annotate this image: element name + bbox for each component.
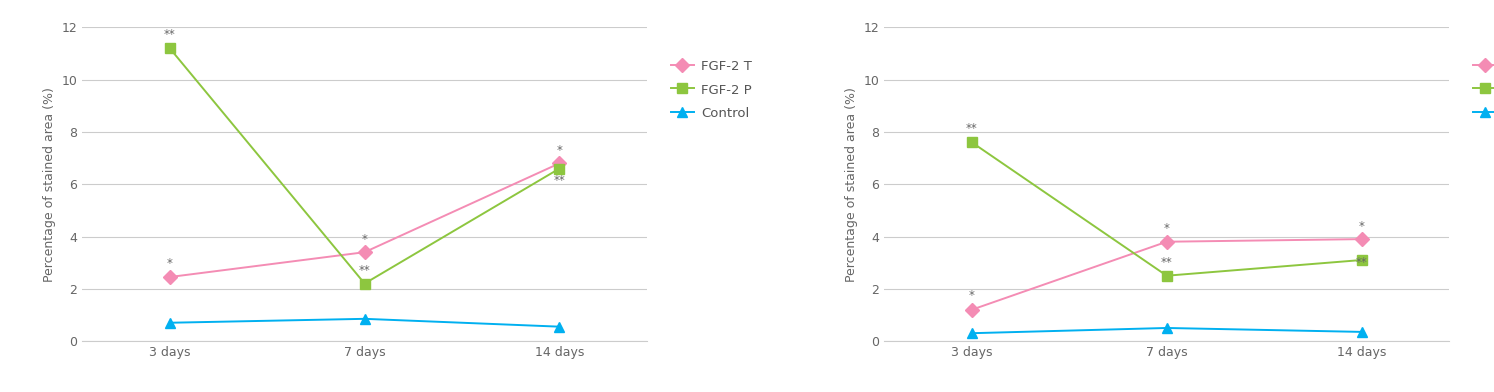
Text: *: *: [1358, 220, 1364, 232]
VEGF T: [964, 307, 982, 312]
Legend: VEGF T, VEGF P, Control: VEGF T, VEGF P, Control: [1473, 59, 1494, 120]
Line: FGF-2 T: FGF-2 T: [164, 158, 565, 282]
VEGF T: [1352, 237, 1370, 241]
Control: [1158, 326, 1176, 330]
Line: Control: Control: [967, 323, 1367, 338]
FGF-2 P: [550, 166, 568, 171]
Control: [1352, 330, 1370, 334]
VEGF P: [964, 140, 982, 145]
FGF-2 T: [161, 275, 179, 279]
Line: VEGF T: VEGF T: [967, 234, 1367, 314]
Text: **: **: [164, 27, 176, 40]
Text: **: **: [359, 264, 371, 277]
Text: *: *: [362, 233, 368, 246]
Text: *: *: [1164, 222, 1170, 235]
FGF-2 T: [356, 250, 374, 254]
FGF-2 P: [356, 281, 374, 286]
Text: *: *: [970, 289, 976, 302]
Control: [964, 331, 982, 336]
Y-axis label: Percentage of stained area (%): Percentage of stained area (%): [846, 87, 858, 282]
Text: *: *: [167, 258, 173, 270]
Line: Control: Control: [164, 314, 565, 332]
Legend: FGF-2 T, FGF-2 P, Control: FGF-2 T, FGF-2 P, Control: [671, 59, 751, 120]
Text: **: **: [967, 122, 979, 134]
Y-axis label: Percentage of stained area (%): Percentage of stained area (%): [43, 87, 55, 282]
Text: **: **: [553, 174, 565, 187]
Text: **: **: [1161, 256, 1173, 269]
Line: VEGF P: VEGF P: [967, 138, 1367, 281]
Text: **: **: [1355, 256, 1367, 269]
VEGF P: [1158, 273, 1176, 278]
Control: [356, 316, 374, 321]
Control: [161, 320, 179, 325]
VEGF T: [1158, 240, 1176, 244]
Text: *: *: [556, 144, 562, 157]
FGF-2 T: [550, 161, 568, 166]
FGF-2 P: [161, 46, 179, 51]
Control: [550, 324, 568, 329]
Line: FGF-2 P: FGF-2 P: [164, 44, 565, 289]
VEGF P: [1352, 258, 1370, 262]
